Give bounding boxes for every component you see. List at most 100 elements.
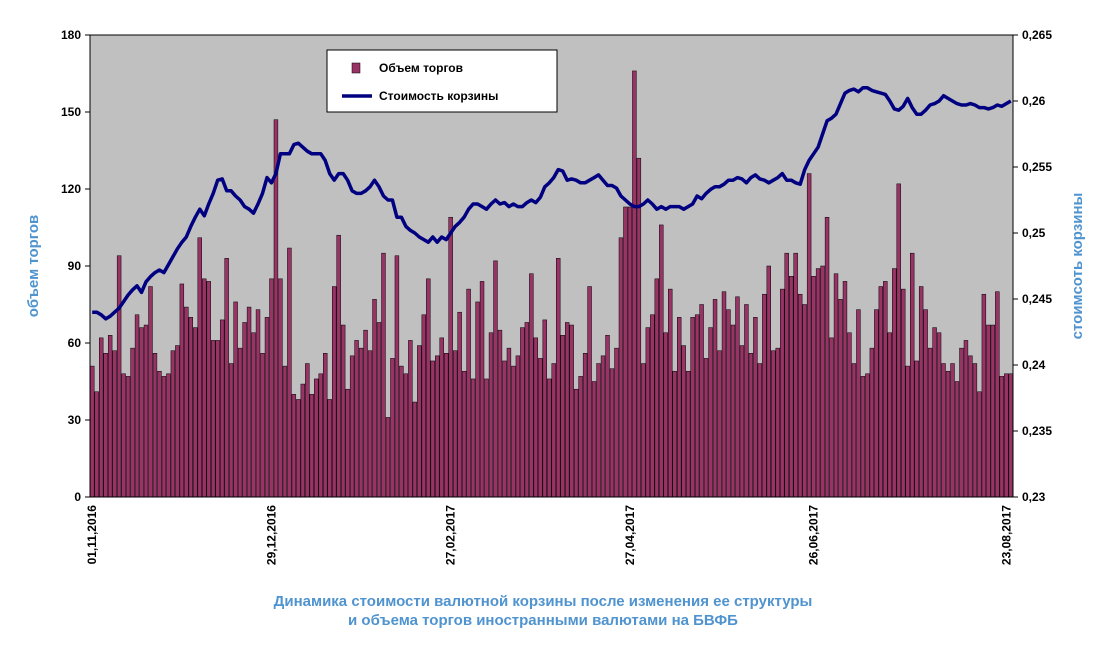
bar: [520, 327, 525, 498]
bar: [663, 332, 668, 498]
y-tick-label: 180: [61, 28, 81, 42]
bar: [323, 353, 328, 498]
bar: [318, 373, 323, 498]
bar: [439, 337, 444, 498]
bar: [636, 157, 642, 498]
bar: [260, 353, 265, 498]
bar: [385, 417, 391, 498]
bar: [237, 347, 243, 498]
line: [92, 86, 1012, 321]
x-tick-label: 26,06,2017: [807, 505, 821, 565]
bar: [909, 252, 915, 498]
bar: [125, 376, 131, 498]
bar: [968, 355, 973, 498]
bar: [488, 332, 494, 498]
bar: [918, 286, 924, 498]
bar: [990, 324, 996, 498]
bar: [435, 355, 440, 498]
bar: [202, 278, 207, 498]
y-tick-label: 90: [68, 259, 82, 273]
bar: [300, 383, 306, 498]
bar: [1004, 373, 1009, 498]
bar: [874, 309, 879, 498]
bar: [820, 265, 825, 498]
bar: [981, 293, 987, 498]
bar: [327, 399, 332, 498]
bar: [206, 281, 211, 498]
bar: [986, 324, 991, 498]
bar: [511, 365, 516, 498]
bar: [762, 293, 767, 498]
bar: [175, 345, 180, 498]
bar: [748, 353, 754, 498]
bar: [650, 314, 655, 498]
bar: [349, 355, 355, 498]
bar: [999, 376, 1004, 498]
bar: [376, 322, 382, 498]
bar: [170, 350, 176, 498]
bar: [681, 345, 686, 498]
bar: [542, 319, 547, 498]
bar: [179, 283, 185, 498]
bar: [372, 299, 377, 498]
bar: [556, 258, 561, 498]
chart-title: и объема торгов иностранными валютами на…: [348, 612, 738, 629]
bar: [694, 314, 700, 498]
legend-label: Объем торгов: [379, 61, 463, 75]
bar: [896, 183, 901, 498]
bar: [264, 317, 270, 498]
bar: [735, 296, 740, 498]
bar: [582, 353, 588, 498]
bar: [860, 376, 866, 498]
x-tick-label: 01,11,2016: [85, 505, 99, 565]
bar: [426, 278, 431, 498]
bar: [941, 363, 946, 498]
bar: [573, 388, 579, 498]
bar: [766, 265, 771, 498]
y2-tick-label: 0,25: [1022, 226, 1046, 240]
bar: [358, 347, 364, 498]
bar: [936, 332, 942, 498]
bar: [833, 273, 839, 498]
bar: [228, 363, 234, 498]
bar: [538, 358, 543, 498]
legend-box: [326, 49, 558, 113]
bar: [390, 358, 395, 498]
bar: [193, 327, 198, 498]
bar: [166, 373, 171, 498]
bar: [305, 363, 310, 498]
bar: [314, 378, 319, 498]
bar: [995, 291, 1000, 498]
bar: [690, 317, 695, 498]
bar: [954, 381, 960, 498]
bar: [224, 258, 229, 498]
y2-tick-label: 0,265: [1022, 28, 1052, 42]
bar: [923, 309, 928, 498]
bar: [121, 373, 126, 498]
bar: [587, 286, 592, 498]
bar: [641, 363, 646, 498]
bar: [233, 301, 238, 498]
x-tick-label: 23,08,2017: [999, 505, 1013, 565]
bar: [677, 317, 682, 498]
bar: [789, 276, 794, 498]
bar: [927, 347, 933, 498]
bar: [712, 299, 718, 498]
bar: [515, 355, 521, 498]
bar: [143, 324, 149, 498]
bar: [959, 347, 964, 498]
bar: [784, 252, 789, 498]
bar: [197, 237, 202, 498]
bar: [892, 268, 897, 498]
bar: [269, 278, 274, 498]
bar: [417, 345, 422, 498]
bar: [596, 363, 601, 498]
bar: [161, 376, 167, 498]
bar: [932, 327, 937, 498]
y2-tick-label: 0,24: [1022, 358, 1046, 372]
bar: [771, 350, 776, 498]
legend-swatch: [351, 62, 361, 74]
bar: [148, 286, 153, 498]
bar: [672, 370, 677, 498]
